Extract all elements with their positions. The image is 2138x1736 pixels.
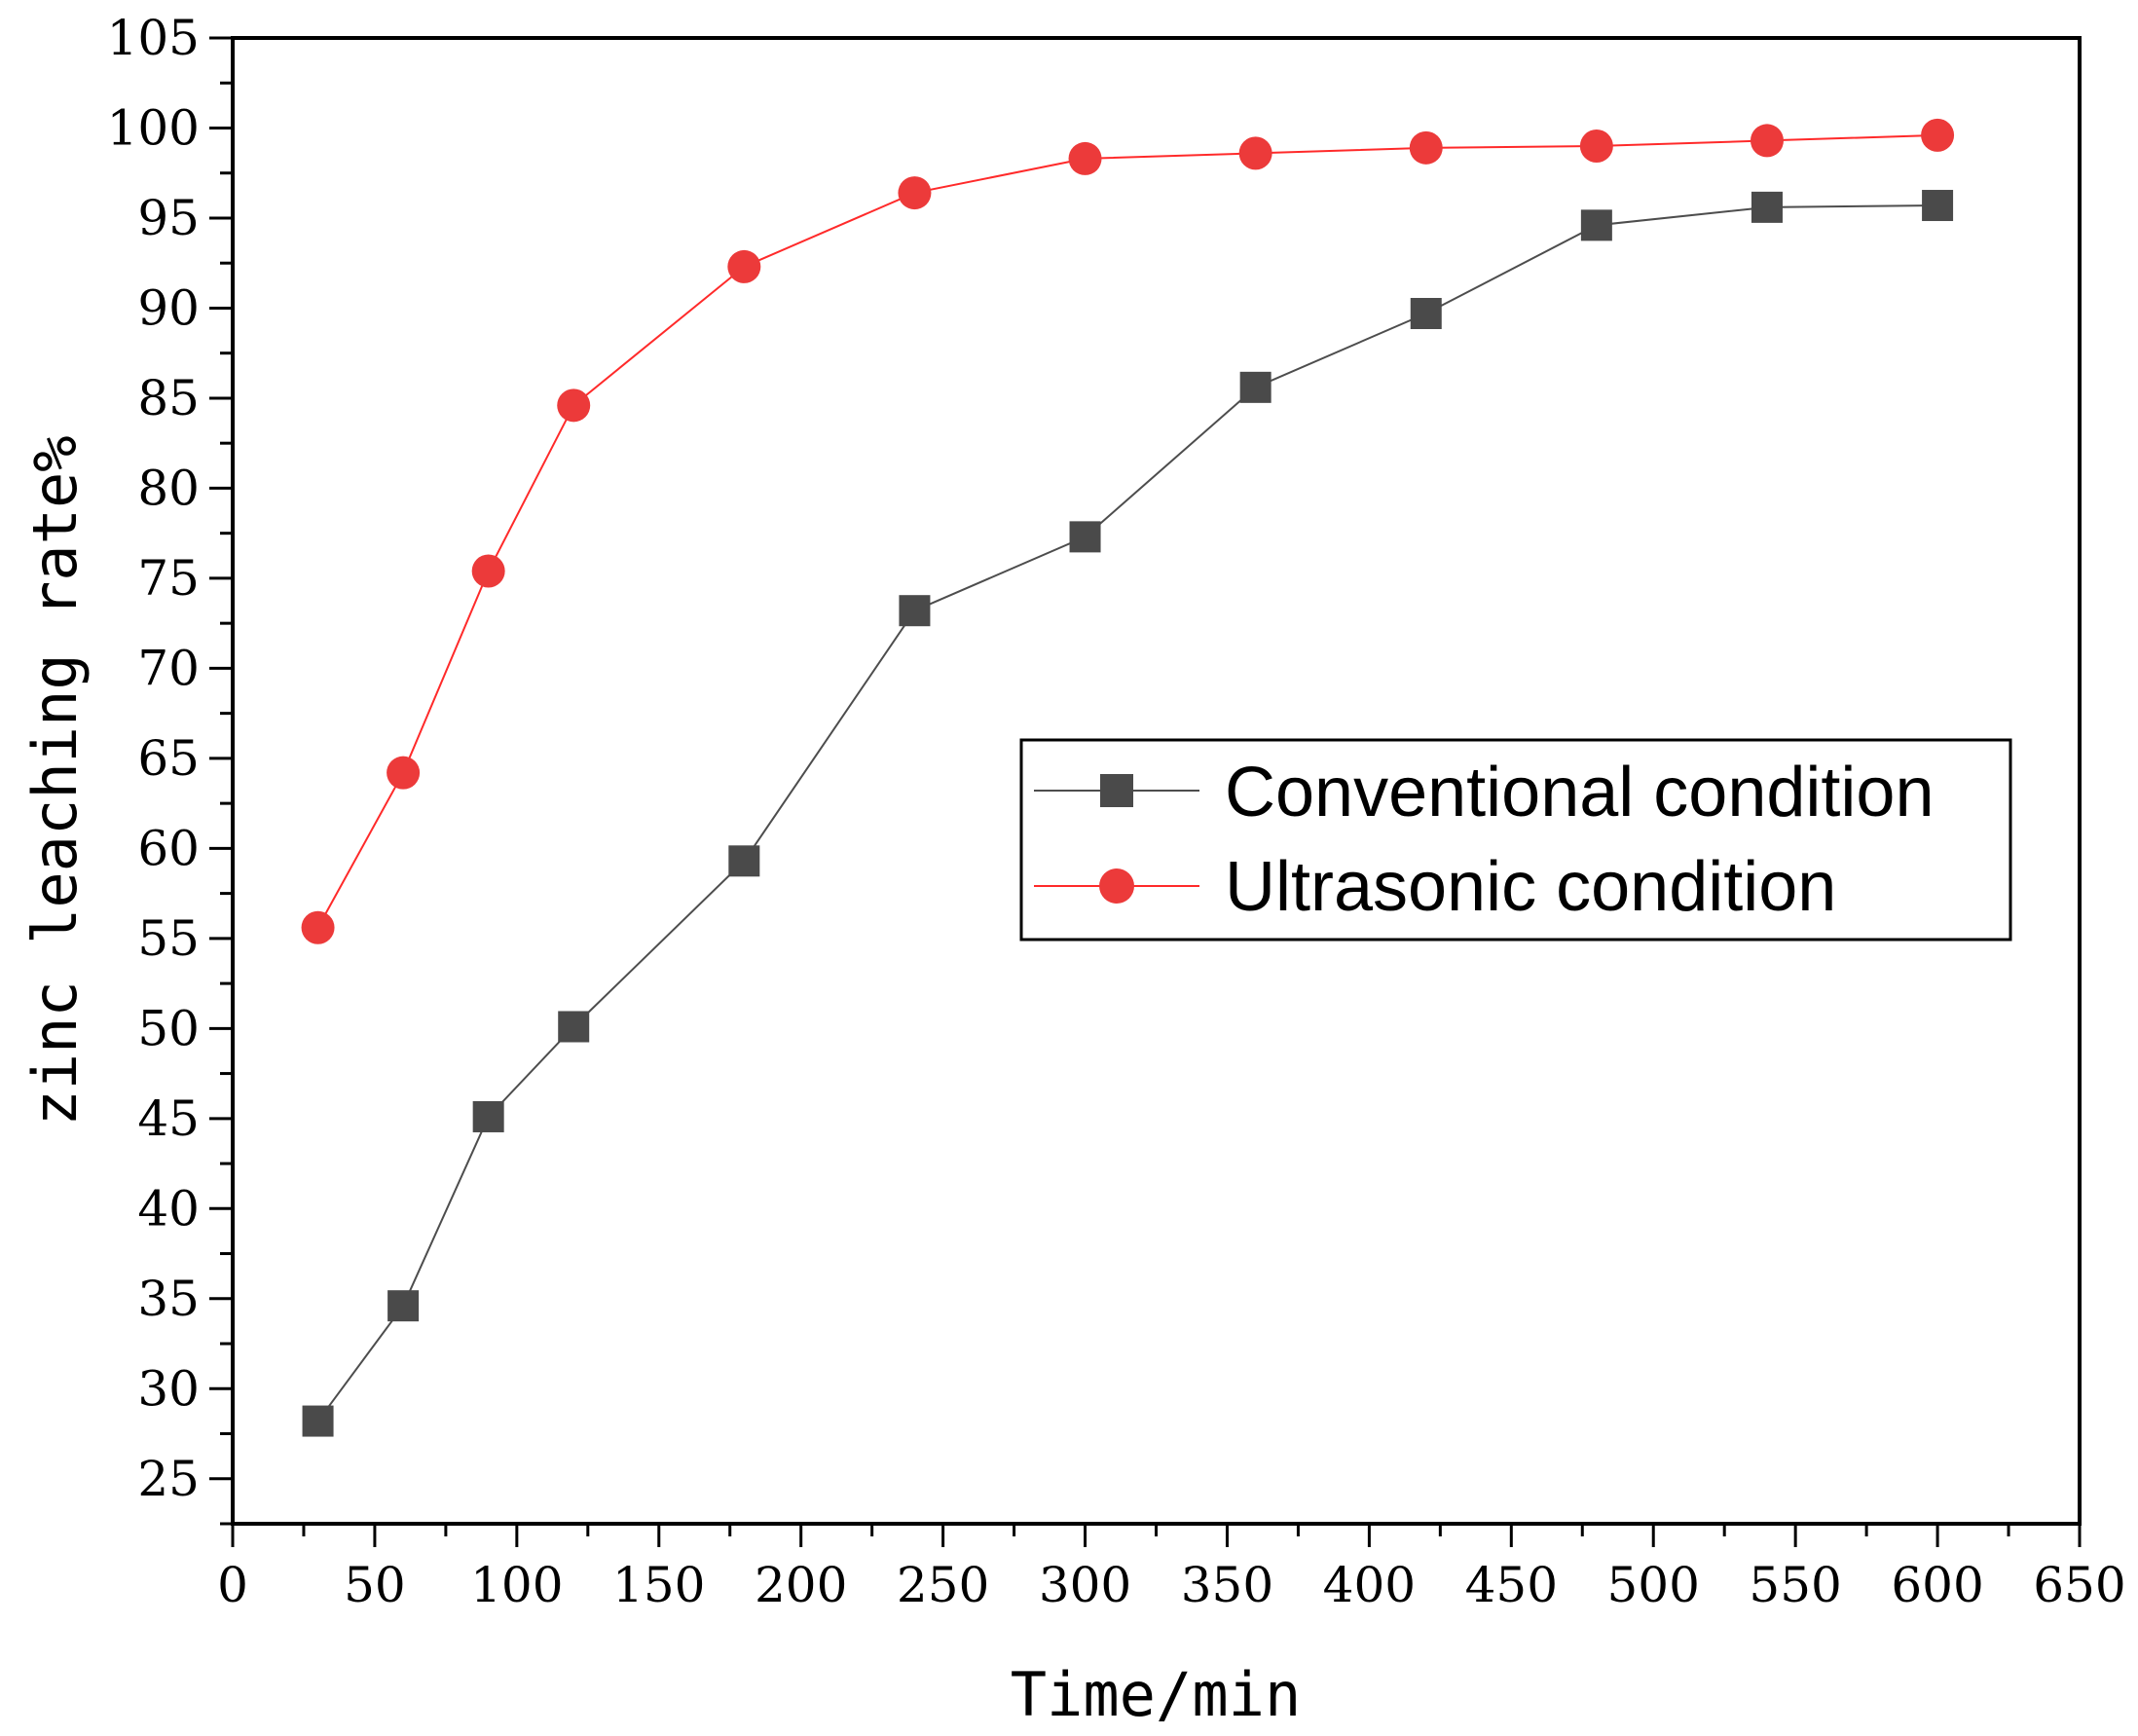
data-point xyxy=(1069,521,1101,553)
y-tick-label: 80 xyxy=(137,460,200,516)
x-tick-label: 650 xyxy=(2033,1557,2125,1613)
data-point xyxy=(727,249,761,283)
y-tick-label: 85 xyxy=(137,370,200,426)
y-tick-label: 50 xyxy=(137,1000,200,1056)
series-ultrasonic xyxy=(301,118,1955,944)
data-point xyxy=(472,1100,504,1132)
data-point xyxy=(1580,209,1612,241)
data-point xyxy=(387,1290,420,1322)
y-tick-label: 100 xyxy=(107,99,200,156)
data-point xyxy=(1239,371,1272,403)
x-tick-label: 150 xyxy=(612,1557,705,1613)
y-tick-label: 40 xyxy=(137,1180,200,1237)
legend-label-ultrasonic: Ultrasonic condition xyxy=(1225,848,1836,926)
data-point xyxy=(1921,118,1955,152)
y-tick-label: 35 xyxy=(137,1271,200,1327)
data-point xyxy=(558,1011,590,1043)
legend-marker-conventional xyxy=(1100,774,1133,807)
data-point xyxy=(728,845,760,877)
legend-box xyxy=(1019,738,2012,942)
x-axis-title: Time/min xyxy=(1011,1659,1302,1730)
data-point xyxy=(1238,136,1272,170)
y-tick-label: 45 xyxy=(137,1090,200,1147)
data-point xyxy=(557,388,591,423)
y-tick-label: 30 xyxy=(137,1360,200,1417)
data-point xyxy=(1409,130,1443,165)
x-tick-label: 500 xyxy=(1607,1557,1700,1613)
y-tick-label: 25 xyxy=(137,1451,200,1507)
x-tick-label: 50 xyxy=(344,1557,406,1613)
y-tick-label: 75 xyxy=(137,550,200,607)
x-tick-label: 450 xyxy=(1465,1557,1558,1613)
x-tick-label: 0 xyxy=(217,1557,248,1613)
data-point xyxy=(1068,141,1102,175)
data-point xyxy=(1750,124,1784,158)
data-point xyxy=(387,756,421,790)
x-tick-label: 600 xyxy=(1891,1557,1983,1613)
y-tick-label: 105 xyxy=(107,10,200,66)
x-tick-label: 100 xyxy=(470,1557,563,1613)
data-point xyxy=(1922,190,1954,222)
y-tick-label: 90 xyxy=(137,279,200,336)
x-tick-label: 550 xyxy=(1749,1557,1841,1613)
series-conventional xyxy=(302,190,1954,1437)
x-tick-label: 250 xyxy=(897,1557,989,1613)
y-tick-label: 95 xyxy=(137,190,200,246)
x-tick-label: 300 xyxy=(1039,1557,1131,1613)
series-layer xyxy=(301,118,1955,1437)
data-point xyxy=(1579,129,1613,163)
legend-label-conventional: Conventional condition xyxy=(1225,754,1935,831)
data-point xyxy=(302,1405,334,1437)
legend-marker-ultrasonic xyxy=(1099,868,1134,904)
x-tick-label: 350 xyxy=(1181,1557,1273,1613)
data-point xyxy=(301,910,335,944)
data-point xyxy=(899,595,931,627)
data-point xyxy=(1410,298,1442,330)
y-tick-label: 55 xyxy=(137,910,200,967)
y-tick-label: 70 xyxy=(137,640,200,696)
axes: 0 50 100 150 200 250 300 350 400 450 500 550 600 650 2… xyxy=(107,10,2126,1613)
legend: Conventional condition Ultrasonic condit… xyxy=(1019,738,2012,942)
data-point xyxy=(471,554,505,588)
x-tick-label: 200 xyxy=(755,1557,847,1613)
data-point xyxy=(898,176,932,210)
x-tick-label: 400 xyxy=(1323,1557,1416,1613)
y-axis-title: zinc leaching rate% xyxy=(19,435,91,1126)
series-line-conventional xyxy=(316,204,1938,1422)
series-line-ultrasonic xyxy=(316,133,1938,929)
data-point xyxy=(1751,191,1783,223)
y-tick-label: 60 xyxy=(137,820,200,876)
y-tick-label: 65 xyxy=(137,730,200,787)
